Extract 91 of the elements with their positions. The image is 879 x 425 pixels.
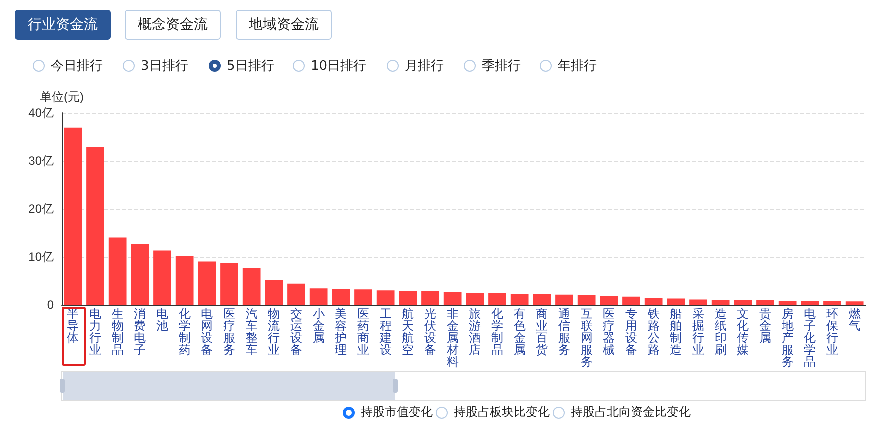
x-tick-label: 物流行业 (268, 307, 280, 357)
text: 地域资金流 (249, 17, 319, 33)
bar (756, 300, 774, 305)
x-tick-label: 电力行业 (90, 307, 102, 357)
x-tick-label: 非金属材料 (446, 307, 459, 369)
x-tick-label: 化学制品 (492, 307, 504, 357)
text: 月排行 (405, 58, 444, 75)
bar (778, 301, 797, 305)
bar (422, 292, 440, 305)
text: 季排行 (482, 58, 521, 75)
x-tick-label: 医药商业 (358, 307, 370, 357)
x-tick-label: 航天航空 (402, 307, 414, 357)
text: 持股占板块比变化 (454, 404, 550, 421)
bar (399, 291, 418, 305)
bar (131, 244, 150, 305)
text: 10日排行 (311, 58, 367, 75)
bar (488, 293, 506, 305)
text: 概念资金流 (138, 17, 208, 33)
bar (444, 292, 462, 305)
x-tick-label: 电池 (156, 307, 168, 333)
x-tick-label: 汽车整车 (246, 307, 258, 357)
text: 年排行 (558, 58, 597, 75)
x-tick-label: 造纸印刷 (714, 307, 727, 357)
y-tick-label: 10亿 (28, 250, 54, 264)
bar (824, 301, 842, 305)
bar (801, 301, 820, 305)
y-tick-label: 40亿 (28, 106, 54, 120)
x-tick-label: 生物制品 (112, 307, 124, 357)
text: 持股占北向资金比变化 (571, 404, 691, 421)
bar (690, 300, 708, 305)
x-tick-label: 商业百货 (536, 307, 548, 357)
bar (734, 300, 752, 305)
x-tick-label: 半导体 (67, 307, 80, 345)
bar (578, 295, 596, 305)
x-tick-label: 互联网服务 (580, 307, 593, 369)
x-tick-label: 专用设备 (626, 307, 638, 357)
x-tick-label: 铁路公路 (646, 307, 660, 357)
x-tick-label: 电子化学品 (804, 307, 816, 369)
bar (556, 294, 574, 305)
bar (242, 268, 261, 305)
bar (600, 296, 618, 305)
y-tick-label: 20亿 (28, 202, 54, 216)
x-tick-label: 燃气 (848, 307, 861, 333)
bar (466, 293, 484, 305)
text: 持股市值变化 (361, 404, 433, 421)
bar (198, 262, 216, 305)
bar (64, 128, 82, 305)
bar (310, 288, 328, 305)
bar (644, 298, 663, 305)
x-tick-label: 医疗服务 (224, 307, 236, 357)
x-tick-label: 化学制药 (178, 307, 191, 357)
x-tick-label: 光伏设备 (424, 307, 436, 357)
x-tick-label: 交运设备 (290, 307, 302, 357)
x-tick-label: 医疗器械 (603, 307, 616, 357)
x-tick-label: 旅游酒店 (469, 307, 482, 357)
bar (108, 238, 127, 305)
bar (176, 256, 194, 305)
x-tick-label: 房地产服务 (780, 307, 794, 369)
x-tick-label: 有色金属 (514, 307, 526, 357)
x-tick-label: 美容护理 (334, 307, 348, 357)
bar (712, 300, 730, 305)
text: 今日排行 (51, 58, 103, 75)
x-tick-label: 电网设备 (201, 307, 214, 357)
x-tick-label: 工程建设 (378, 307, 392, 357)
bar (154, 250, 172, 305)
y-tick-label: 30亿 (28, 154, 54, 168)
x-tick-label: 通信服务 (558, 307, 570, 357)
x-tick-label: 小金属 (312, 307, 325, 345)
x-tick-label: 文化传媒 (737, 307, 750, 357)
x-tick-label: 消费电子 (134, 307, 146, 357)
x-tick-label: 贵金属 (760, 307, 772, 345)
bar (354, 290, 372, 305)
y-axis-title: 单位(元) (40, 90, 84, 104)
bar (846, 302, 864, 305)
bar (86, 148, 104, 305)
text: 5日排行 (227, 58, 274, 75)
bar (288, 284, 306, 305)
x-tick-label: 船舶制造 (670, 307, 682, 357)
bar (376, 290, 395, 305)
x-tick-label: 环保行业 (826, 307, 838, 357)
text: 3日排行 (141, 58, 188, 75)
bar (622, 296, 640, 305)
bar (220, 263, 238, 305)
bar (533, 294, 552, 305)
text: 行业资金流 (28, 17, 98, 33)
bar (265, 280, 284, 305)
bar (332, 289, 350, 305)
y-tick-label: 0 (47, 298, 54, 312)
bar (667, 298, 686, 305)
bar (510, 294, 529, 305)
x-tick-label: 采掘行业 (692, 307, 704, 357)
